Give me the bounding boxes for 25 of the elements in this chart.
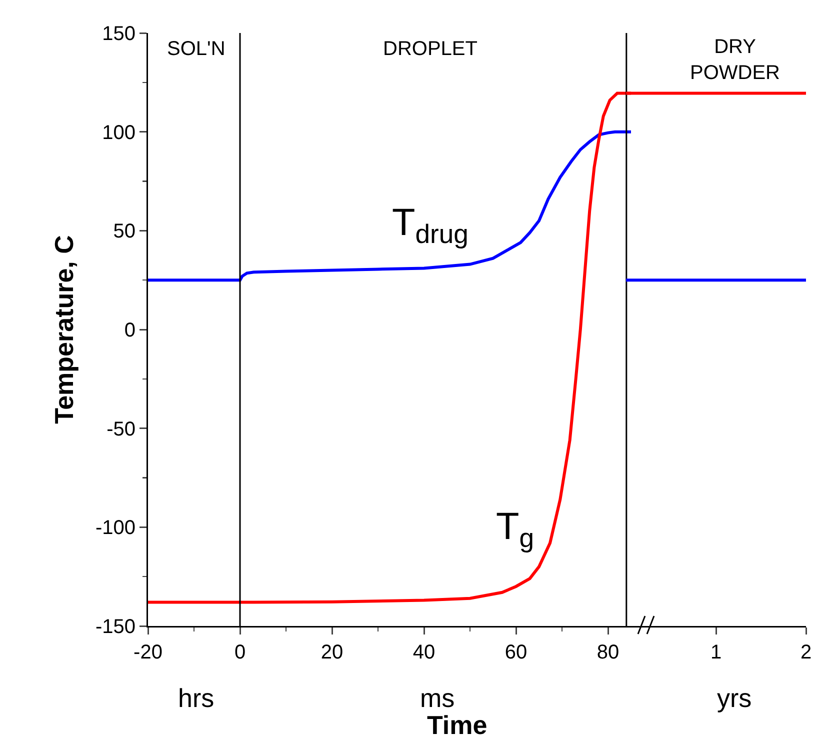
x-tick-label: 20 — [320, 642, 344, 664]
annotation: SOL'N — [167, 38, 226, 60]
x-tick-label: 60 — [504, 642, 528, 664]
series-label: T$_{drug}$ — [392, 202, 468, 249]
x-tick-label: 80 — [596, 642, 620, 664]
y-tick-label: 0 — [124, 320, 136, 342]
x-tick-label: 1 — [710, 642, 722, 664]
y-tick-label: -150 — [95, 616, 136, 638]
text: hrs — [178, 683, 214, 713]
annotation: DRY POWDER — [690, 36, 780, 84]
x-tick-label: 0 — [234, 642, 246, 664]
x-tick-label: 40 — [412, 642, 436, 664]
y-tick-label: -50 — [106, 418, 136, 440]
text: yrs — [717, 683, 752, 713]
text: ms — [420, 683, 455, 713]
y-axis-title: Temperature, C — [49, 234, 80, 424]
y-tick-label: 50 — [113, 220, 136, 243]
series-label: T$_{g}$ — [496, 506, 534, 553]
y-tick-label: 150 — [102, 23, 136, 45]
y-tick-label: 100 — [102, 122, 136, 144]
y-tick-label: -100 — [95, 517, 136, 540]
x-tick-label: -20 — [134, 642, 162, 664]
annotation: DROPLET — [383, 38, 478, 60]
x-tick-label: 2 — [800, 642, 812, 664]
x-axis-title: Time — [427, 710, 488, 740]
